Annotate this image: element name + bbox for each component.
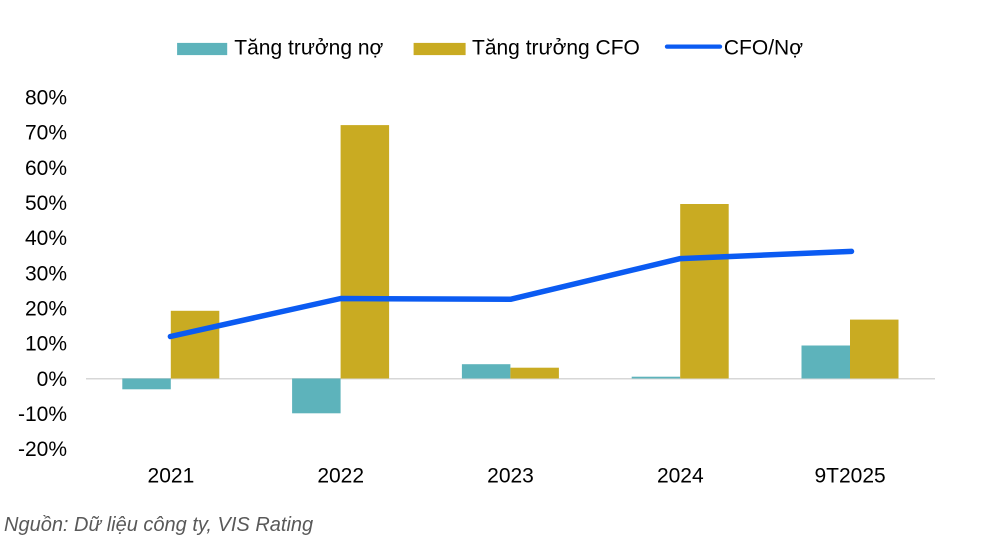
svg-text:0%: 0% bbox=[37, 368, 67, 391]
svg-text:CFO/Nợ: CFO/Nợ bbox=[724, 37, 803, 60]
svg-text:60%: 60% bbox=[25, 157, 67, 180]
svg-text:2021: 2021 bbox=[148, 465, 195, 488]
svg-text:2023: 2023 bbox=[487, 465, 534, 488]
svg-text:2024: 2024 bbox=[657, 465, 704, 488]
svg-text:Tăng trưởng nợ: Tăng trưởng nợ bbox=[234, 37, 383, 60]
svg-text:20%: 20% bbox=[25, 297, 67, 320]
svg-text:70%: 70% bbox=[25, 122, 67, 145]
svg-text:2022: 2022 bbox=[317, 465, 364, 488]
svg-text:40%: 40% bbox=[25, 227, 67, 250]
svg-text:-20%: -20% bbox=[18, 438, 67, 461]
svg-text:50%: 50% bbox=[25, 192, 67, 215]
svg-text:-10%: -10% bbox=[18, 403, 67, 426]
svg-text:9T2025: 9T2025 bbox=[814, 465, 885, 488]
svg-text:Tăng trưởng CFO: Tăng trưởng CFO bbox=[472, 37, 640, 60]
svg-text:30%: 30% bbox=[25, 262, 67, 285]
svg-text:80%: 80% bbox=[25, 87, 67, 110]
svg-text:Nguồn: Dữ liệu công ty, VIS Ra: Nguồn: Dữ liệu công ty, VIS Rating bbox=[4, 514, 313, 536]
svg-text:10%: 10% bbox=[25, 333, 67, 356]
